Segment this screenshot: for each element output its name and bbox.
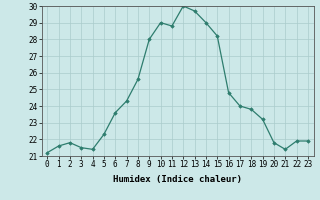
X-axis label: Humidex (Indice chaleur): Humidex (Indice chaleur) [113,175,242,184]
